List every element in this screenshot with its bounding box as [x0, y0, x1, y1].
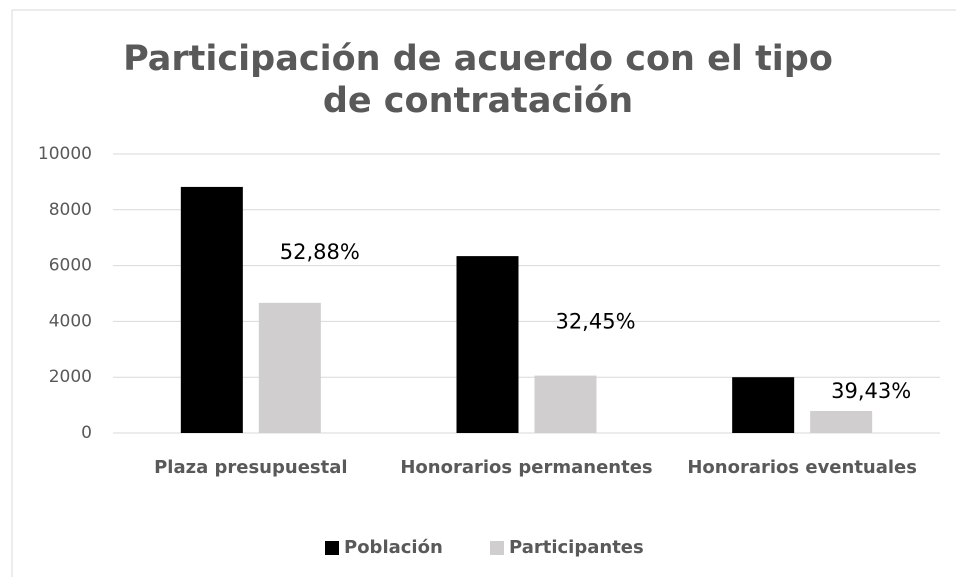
chart-title: Participación de acuerdo con el tipo de … — [123, 39, 833, 121]
annotation: 39,43% — [831, 379, 911, 403]
bar — [810, 411, 873, 433]
x-tick-label: Honorarios permanentes — [400, 457, 653, 478]
bar — [180, 186, 243, 433]
annotation: 32,45% — [555, 310, 635, 334]
x-tick-label: Plaza presupuestal — [154, 457, 348, 478]
y-tick-label: 10000 — [38, 144, 92, 164]
x-tick-label: Honorarios eventuales — [687, 457, 917, 478]
bar — [732, 377, 795, 433]
chart-frame — [11, 9, 956, 577]
legend-label: Población — [344, 537, 443, 558]
bar — [456, 256, 519, 433]
bar — [534, 375, 597, 433]
annotation: 52,88% — [280, 240, 360, 264]
bar — [258, 302, 321, 433]
y-tick-label: 0 — [81, 423, 92, 443]
y-tick-label: 8000 — [49, 200, 92, 220]
y-tick-label: 4000 — [49, 311, 92, 331]
legend-label: Participantes — [509, 537, 644, 558]
y-tick-label: 6000 — [49, 256, 92, 276]
legend-swatch — [490, 541, 504, 555]
y-tick-label: 2000 — [49, 367, 92, 387]
legend-swatch — [325, 541, 339, 555]
